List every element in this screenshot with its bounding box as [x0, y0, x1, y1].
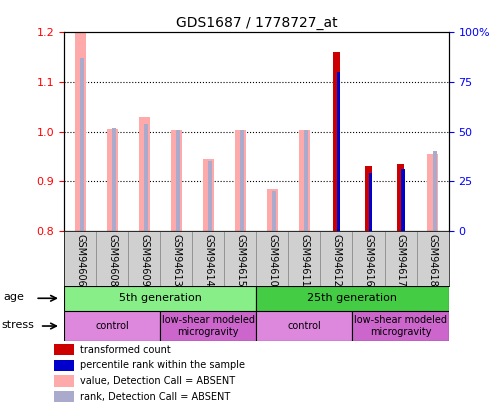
Bar	[369, 173, 373, 231]
Bar	[171, 130, 182, 231]
Bar	[160, 311, 256, 341]
Bar	[256, 286, 449, 311]
Bar	[256, 231, 288, 286]
Bar	[365, 166, 372, 231]
Bar	[427, 154, 438, 231]
Bar	[96, 231, 128, 286]
Bar	[352, 231, 385, 286]
Bar	[320, 231, 352, 286]
Bar	[299, 130, 310, 231]
Text: percentile rank within the sample: percentile rank within the sample	[80, 360, 246, 371]
Text: age: age	[3, 292, 24, 302]
Bar	[54, 360, 74, 371]
Bar	[106, 129, 118, 231]
Bar	[209, 161, 212, 231]
Bar	[54, 375, 74, 387]
Text: transformed count: transformed count	[80, 345, 171, 355]
Text: low-shear modeled
microgravity: low-shear modeled microgravity	[354, 315, 447, 337]
Text: low-shear modeled
microgravity: low-shear modeled microgravity	[162, 315, 255, 337]
Bar	[54, 391, 74, 403]
Text: GSM94616: GSM94616	[363, 234, 374, 286]
Bar	[192, 231, 224, 286]
Bar	[235, 130, 246, 231]
Text: value, Detection Call = ABSENT: value, Detection Call = ABSENT	[80, 376, 236, 386]
Text: control: control	[95, 321, 129, 331]
Bar	[112, 128, 116, 231]
Bar	[54, 344, 74, 356]
Bar	[74, 32, 86, 231]
Text: GSM94606: GSM94606	[75, 234, 85, 286]
Text: GSM94613: GSM94613	[171, 234, 181, 286]
Bar	[144, 124, 148, 231]
Bar	[80, 58, 84, 231]
Text: GSM94612: GSM94612	[331, 234, 342, 286]
Bar	[224, 231, 256, 286]
Bar	[64, 311, 160, 341]
Text: rank, Detection Call = ABSENT: rank, Detection Call = ABSENT	[80, 392, 231, 402]
Bar	[305, 130, 309, 231]
Text: 5th generation: 5th generation	[119, 293, 202, 303]
Bar	[352, 311, 449, 341]
Bar	[64, 231, 96, 286]
Bar	[385, 231, 417, 286]
Text: GSM94615: GSM94615	[235, 234, 246, 286]
Text: GSM94609: GSM94609	[139, 234, 149, 286]
Bar	[273, 191, 277, 231]
Text: GSM94608: GSM94608	[107, 234, 117, 286]
Text: control: control	[287, 321, 321, 331]
Bar	[401, 169, 405, 231]
Bar	[337, 72, 341, 231]
Bar	[241, 130, 245, 231]
Bar	[203, 159, 214, 231]
Bar	[288, 231, 320, 286]
Text: GSM94611: GSM94611	[299, 234, 310, 286]
Bar	[333, 52, 340, 231]
Text: GSM94614: GSM94614	[203, 234, 213, 286]
Bar	[139, 117, 150, 231]
Text: GSM94617: GSM94617	[395, 234, 406, 286]
Text: GSM94610: GSM94610	[267, 234, 278, 286]
Bar	[176, 130, 180, 231]
Title: GDS1687 / 1778727_at: GDS1687 / 1778727_at	[176, 16, 337, 30]
Bar	[160, 231, 192, 286]
Bar	[397, 164, 404, 231]
Bar	[256, 311, 352, 341]
Bar	[64, 286, 256, 311]
Bar	[267, 189, 278, 231]
Bar	[417, 231, 449, 286]
Text: 25th generation: 25th generation	[308, 293, 397, 303]
Text: stress: stress	[1, 320, 34, 330]
Text: GSM94618: GSM94618	[427, 234, 438, 286]
Bar	[433, 151, 437, 231]
Bar	[128, 231, 160, 286]
